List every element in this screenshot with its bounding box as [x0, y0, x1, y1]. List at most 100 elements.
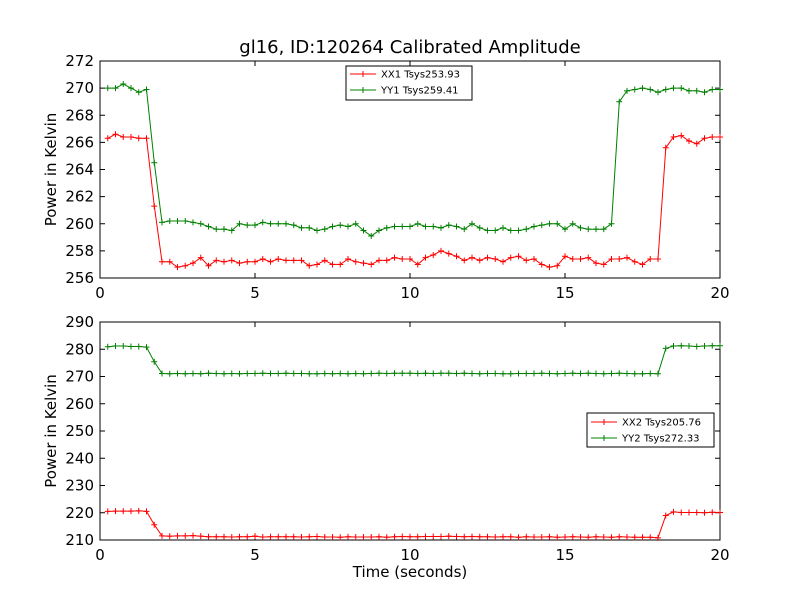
xx1-data-point — [608, 256, 615, 263]
yy1-data-point — [484, 227, 491, 234]
bottom-x-tick-label: 10 — [400, 546, 419, 564]
xx1-data-point — [228, 257, 235, 264]
yy2-data-point — [445, 370, 452, 377]
xx1-data-point — [693, 140, 700, 147]
xx1-data-point — [267, 258, 274, 265]
xx1-data-point — [259, 256, 266, 263]
xx1-data-point — [352, 258, 359, 265]
top-y-tick-label: 270 — [65, 79, 94, 97]
top-x-tick-label: 0 — [95, 284, 105, 302]
xx1-data-point — [624, 254, 630, 261]
yy2-data-point — [430, 370, 437, 377]
yy2-data-point — [197, 370, 204, 377]
xx1-data-point — [523, 257, 530, 264]
xx2-data-point — [283, 533, 289, 540]
xx1-data-point — [662, 144, 669, 151]
xx1-data-point — [174, 264, 181, 271]
xx2-data-point — [213, 533, 220, 540]
yy1-data-point — [228, 227, 235, 234]
bottom-legend-entry-xx2: XX2 Tsys205.76 — [591, 418, 701, 429]
yy2-data-point — [159, 370, 165, 377]
yy2-data-point — [135, 343, 142, 350]
yy2-data-point — [616, 370, 623, 377]
xx1-data-point — [701, 135, 708, 142]
yy1-data-point — [678, 85, 685, 92]
xx1-data-point — [151, 203, 158, 210]
xx1-data-point — [515, 253, 522, 260]
yy2-data-point — [120, 342, 127, 349]
xx2-data-point — [143, 508, 150, 515]
yy1-data-point — [368, 232, 375, 239]
yy2-data-point — [422, 370, 429, 377]
xx2-data-point — [252, 533, 258, 540]
xx2-data-point — [120, 508, 127, 515]
xx1-data-point — [376, 257, 382, 264]
yy1-data-point — [717, 86, 723, 93]
yy1-data-point — [453, 223, 460, 230]
yy2-data-point — [631, 370, 638, 377]
yy2-data-point — [143, 344, 150, 351]
xx1-data-point — [639, 261, 646, 268]
xx2-data-point — [655, 534, 661, 541]
yy1-data-point — [600, 226, 607, 233]
xx2-data-point — [329, 534, 336, 541]
xx2-data-point — [515, 534, 522, 541]
yy2-data-point — [376, 370, 382, 377]
xx1-data-point — [252, 258, 258, 265]
yy2-data-point — [569, 370, 576, 377]
yy1-data-point — [399, 223, 406, 230]
xx2-data-point — [407, 533, 413, 540]
xx2-data-point — [290, 533, 297, 540]
xx1-data-point — [554, 262, 561, 269]
yy1-data-point — [469, 220, 475, 227]
top-legend: XX1 Tsys253.93 YY1 Tsys259.41 — [345, 65, 473, 101]
yy2-data-point — [407, 370, 413, 377]
yy2-data-point — [236, 370, 243, 377]
xx1-data-point — [399, 256, 406, 263]
yy1-data-point — [438, 224, 444, 231]
yy1-data-point — [135, 89, 142, 96]
yy2-data-point — [438, 370, 444, 377]
xx2-data-point — [461, 533, 468, 540]
yy1-data-point — [554, 220, 561, 227]
yy1-data-point — [166, 218, 173, 225]
xx1-data-point — [321, 257, 328, 264]
yy2-data-point — [128, 343, 134, 350]
yy1-data-point — [360, 227, 367, 234]
top-legend-entry-yy1: YY1 Tsys259.41 — [350, 86, 459, 97]
bottom-series-group — [104, 342, 723, 541]
yy1-data-point — [647, 86, 654, 93]
yy1-data-point — [515, 227, 522, 234]
yy1-data-point — [693, 87, 700, 94]
yy1-data-point — [624, 87, 630, 94]
yy1-data-point — [321, 226, 328, 233]
yy2-data-point — [306, 370, 313, 377]
xx2-data-point — [321, 534, 328, 541]
xx1-data-point — [104, 135, 111, 142]
xx1-data-point — [345, 256, 351, 263]
xx1-data-point — [383, 257, 390, 264]
yy1-data-point — [267, 220, 274, 227]
yy2-data-point — [562, 370, 568, 377]
top-y-tick-label: 260 — [65, 215, 94, 233]
xx2-data-point — [546, 533, 553, 540]
yy1-data-point — [422, 223, 429, 230]
yy1-data-point — [314, 227, 320, 234]
yy2-data-point — [166, 370, 173, 377]
xx2-data-point — [709, 509, 716, 516]
xx2-data-point — [686, 509, 692, 516]
xx2-data-point — [593, 533, 599, 540]
yy2-data-point — [112, 342, 119, 349]
yy2-data-point — [523, 370, 530, 377]
xx2-data-point — [678, 509, 685, 516]
top-x-tick-label: 5 — [250, 284, 260, 302]
xx1-data-point — [135, 135, 142, 142]
xx1-data-point — [205, 262, 212, 269]
yy1-data-point — [616, 98, 623, 105]
yy1-data-point — [244, 222, 251, 229]
xx2-data-point — [624, 534, 630, 541]
top-series-group — [104, 81, 723, 271]
xx1-data-point — [577, 256, 584, 263]
xx2-data-point — [500, 533, 506, 540]
top-y-tick-label: 262 — [65, 188, 94, 206]
